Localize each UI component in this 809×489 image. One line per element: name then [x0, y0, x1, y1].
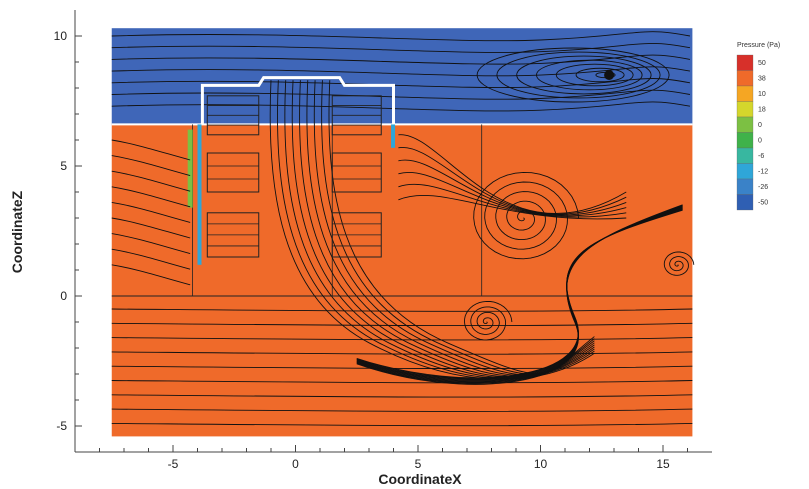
vortex-loop: [575, 67, 625, 83]
legend-label: -12: [758, 169, 768, 176]
x-tick-label: -5: [168, 457, 179, 471]
streamline: [398, 183, 627, 218]
legend-swatch: [736, 54, 754, 71]
streamline: [111, 380, 693, 384]
streamline: [111, 365, 693, 369]
legend-label: 0: [758, 138, 762, 145]
legend-swatch: [736, 132, 754, 149]
streamline: [398, 159, 627, 216]
streamline: [111, 66, 691, 77]
pressure-field: [111, 28, 693, 437]
legend-label: -6: [758, 153, 764, 160]
region-upper-low-pressure: [111, 28, 693, 125]
legend-label: 18: [758, 107, 766, 114]
streamline: [398, 147, 627, 215]
streamlines: [111, 31, 695, 427]
streamline: [111, 422, 693, 427]
vortex-spiral: [464, 300, 513, 341]
y-tick-label: -5: [56, 419, 67, 433]
legend-swatch: [736, 70, 754, 87]
streamline: [111, 248, 191, 270]
vortex-loop: [476, 47, 670, 103]
streamline: [111, 78, 691, 88]
streamline: [111, 186, 191, 208]
legend-swatch: [736, 85, 754, 102]
streamline: [398, 194, 627, 220]
wall-strip: [391, 124, 396, 148]
streamline: [111, 408, 693, 412]
x-tick-label: 5: [415, 457, 422, 471]
wall-strip: [197, 124, 202, 265]
legend-swatch: [736, 116, 754, 133]
streamline: [111, 201, 191, 223]
streamline: [111, 155, 191, 177]
streamline: [111, 170, 191, 192]
streamline: [111, 101, 691, 112]
legend-label: 50: [758, 60, 766, 67]
roof-outline: [200, 76, 395, 125]
vortex-loop: [555, 63, 634, 87]
legend-label: 38: [758, 76, 766, 83]
y-tick-label: 10: [54, 29, 68, 43]
vortex-loop: [516, 55, 652, 95]
legend-title: Pressure (Pa): [737, 42, 780, 49]
x-axis-label: CoordinateX: [378, 471, 462, 487]
streamline: [111, 264, 191, 286]
streamline: [398, 134, 627, 215]
region-lower-high-pressure: [111, 124, 693, 437]
y-tick-label: 5: [60, 159, 67, 173]
streamline: [111, 308, 693, 312]
floor-block: [331, 152, 382, 193]
legend-swatch: [736, 194, 754, 211]
vortex-loop: [536, 59, 643, 91]
x-tick-label: 10: [534, 457, 548, 471]
streamline: [111, 31, 691, 42]
legend-swatch: [736, 178, 754, 195]
streamline: [111, 322, 693, 327]
streamline: [111, 337, 693, 341]
y-tick-label: 0: [60, 289, 67, 303]
streamline: [111, 233, 191, 255]
vortex-spiral: [663, 251, 695, 276]
streamline: [111, 89, 691, 100]
legend-label: -26: [758, 184, 768, 191]
streamline: [398, 171, 627, 217]
axes: -5 0 5 10 15 -5 0 5 10: [54, 10, 712, 471]
streamline: [111, 139, 191, 161]
floor-block: [206, 152, 260, 193]
vortex-loop: [496, 51, 661, 99]
legend-swatch: [736, 147, 754, 164]
x-tick-label: 15: [656, 457, 670, 471]
x-tick-label: 0: [292, 457, 299, 471]
legend-label: 10: [758, 91, 766, 98]
streamline: [111, 54, 691, 65]
streamline: [111, 217, 191, 239]
y-axis-label: CoordinateZ: [9, 190, 25, 273]
streamline: [356, 204, 683, 385]
legend-label: -50: [758, 200, 768, 207]
streamline: [111, 42, 691, 53]
legend-swatch: [736, 163, 754, 180]
wall-strip: [187, 129, 193, 208]
legend-label: 0: [758, 122, 762, 129]
building-outline: [200, 76, 395, 258]
streamline: [111, 394, 693, 398]
legend-swatch: [736, 101, 754, 118]
pressure-legend: Pressure (Pa) 50 38 10 18 0 0 -6 -12 -26 -50: [736, 42, 780, 211]
vortex-core: [604, 70, 615, 80]
